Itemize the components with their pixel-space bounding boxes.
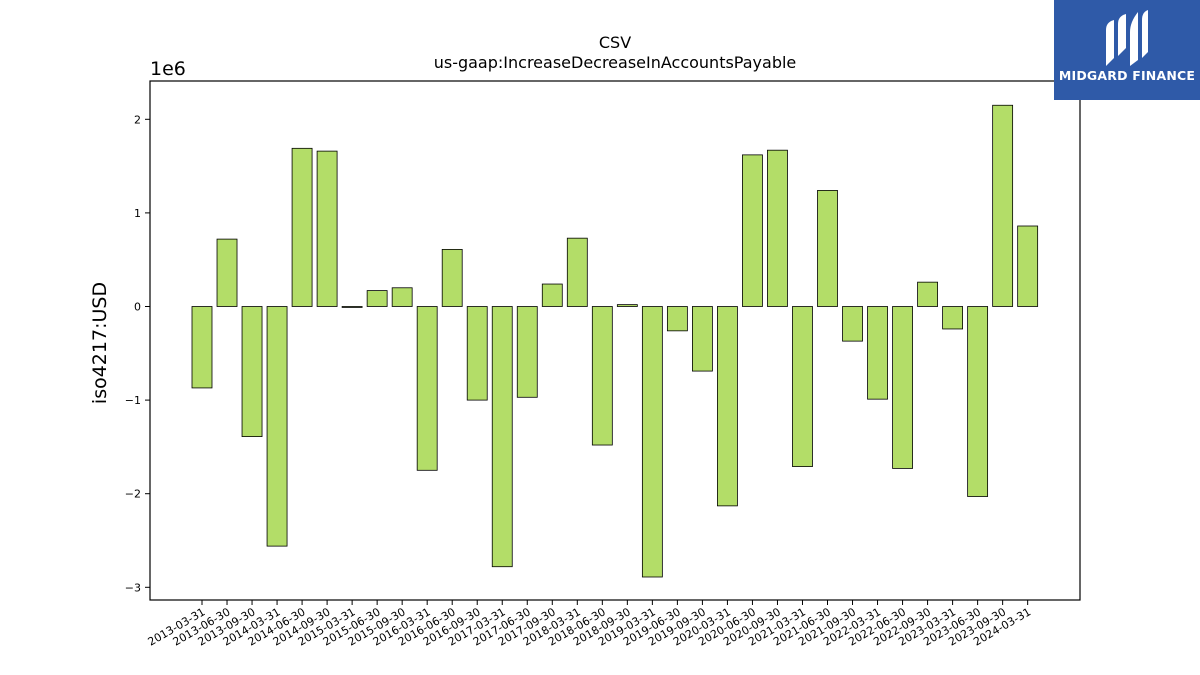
bar-2014-09-30 <box>316 150 338 307</box>
y-tick-label: −2 <box>125 488 141 501</box>
y-tick-label: −3 <box>125 581 141 594</box>
bar-2016-03-31 <box>416 306 438 471</box>
bar-2020-09-30 <box>767 149 788 307</box>
bar-2013-06-30 <box>216 238 238 307</box>
y-axis-label: iso4217:USD <box>89 282 111 404</box>
plot-frame <box>149 80 1081 601</box>
bar-2013-03-31 <box>191 306 213 389</box>
bar-2020-03-31 <box>717 306 738 507</box>
y-tick-label: −1 <box>125 394 141 407</box>
bar-2018-09-30 <box>616 304 638 307</box>
bar-2017-06-30 <box>516 306 538 398</box>
bar-2023-09-30 <box>992 104 1014 307</box>
bar-2023-03-31 <box>942 306 963 330</box>
bar-2017-09-30 <box>541 283 563 307</box>
logo-text: MIDGARD FINANCE <box>1058 68 1196 83</box>
bar-2015-09-30 <box>391 287 413 307</box>
bar-2023-06-30 <box>967 306 989 497</box>
logo-mark-icon <box>1106 10 1148 66</box>
bar-2019-03-31 <box>641 306 663 578</box>
y-ticks-group: 2 1 0 −1 −2 −3 <box>125 113 150 594</box>
y-tick-label: 0 <box>134 301 141 314</box>
bar-2016-09-30 <box>466 306 488 401</box>
bar-2014-06-30 <box>291 147 313 307</box>
x-ticks-group: 2013-03-312013-06-302013-09-302014-03-31… <box>146 600 1033 649</box>
bar-2015-03-31 <box>341 306 363 308</box>
chart-title: CSV <box>599 33 631 52</box>
bar-2018-06-30 <box>591 306 613 446</box>
bar-2021-03-31 <box>792 306 813 467</box>
bar-2019-09-30 <box>692 306 713 372</box>
bar-2020-06-30 <box>742 154 763 307</box>
bar-2022-09-30 <box>917 281 938 307</box>
bar-2021-06-30 <box>817 190 838 307</box>
bar-2022-06-30 <box>892 306 913 469</box>
y-scale-label: 1e6 <box>150 58 186 80</box>
midgard-finance-logo: MIDGARD FINANCE <box>1054 0 1200 100</box>
bar-2014-03-31 <box>266 306 288 547</box>
y-tick-label: 1 <box>134 207 141 220</box>
bar-2015-06-30 <box>366 290 388 307</box>
bar-2018-03-31 <box>566 237 588 307</box>
bar-2021-09-30 <box>842 306 863 342</box>
bar-2016-06-30 <box>441 248 463 307</box>
chart-subtitle: us-gaap:IncreaseDecreaseInAccountsPayabl… <box>434 53 797 72</box>
bar-2019-06-30 <box>666 306 688 332</box>
bar-2013-09-30 <box>241 306 263 438</box>
y-tick-label: 2 <box>134 113 141 126</box>
bar-2022-03-31 <box>867 306 888 400</box>
bar-2024-03-31 <box>1017 225 1039 307</box>
bar-2017-03-31 <box>491 306 513 568</box>
bars-group <box>191 104 1039 578</box>
